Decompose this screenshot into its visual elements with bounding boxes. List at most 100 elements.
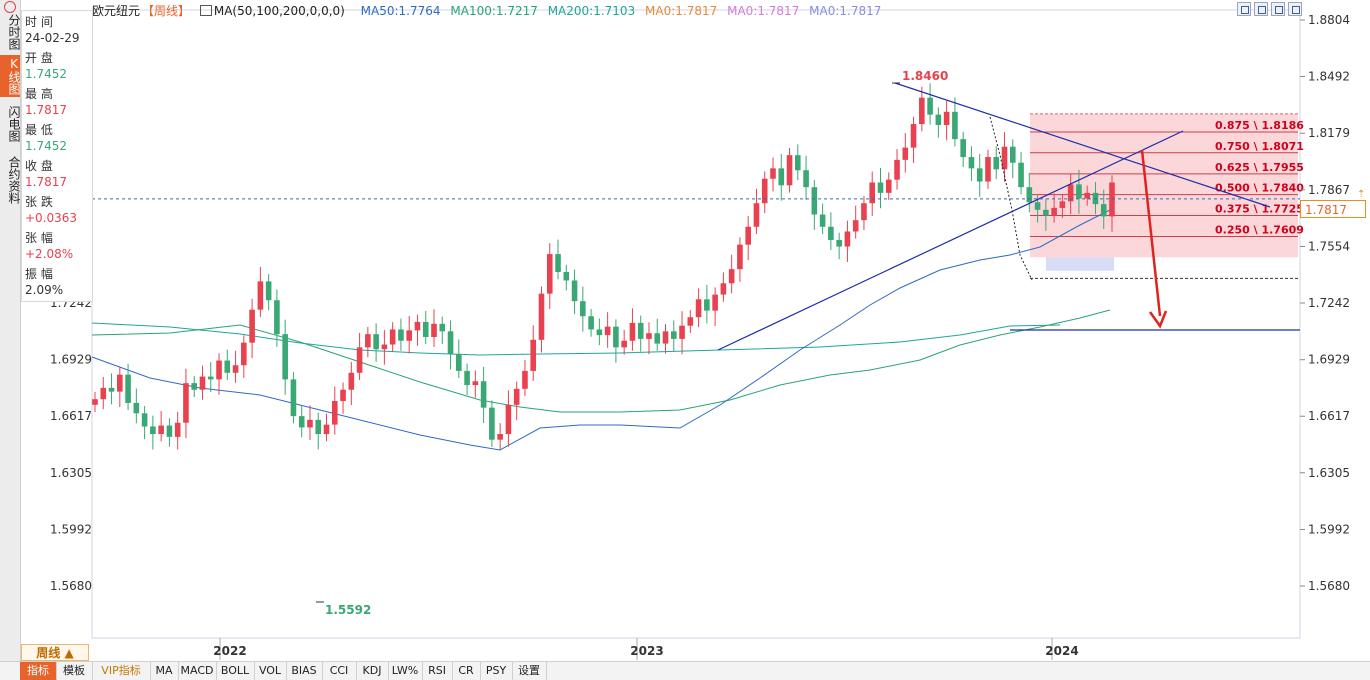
- time-axis-label: 2023: [630, 644, 663, 658]
- candle: [216, 353, 222, 395]
- ma0-value-b: MA0:1.7817: [727, 4, 800, 18]
- indicator-tab-12[interactable]: CR: [452, 662, 481, 680]
- indicator-tab-0[interactable]: 指标: [20, 662, 57, 680]
- candle: [1109, 175, 1115, 232]
- close-value: 1.7817: [25, 175, 67, 189]
- close-label: 收 盘: [25, 159, 53, 173]
- sidebar-tab-kline[interactable]: K线图: [0, 55, 21, 97]
- indicator-tab-7[interactable]: BIAS: [286, 662, 323, 680]
- period-tag: 【周线】: [142, 4, 191, 18]
- left-price-label: 1.5992: [50, 522, 92, 536]
- candle: [133, 388, 140, 424]
- price-tick-label: 1.8492: [1308, 70, 1350, 84]
- candle: [811, 179, 818, 230]
- kline-chart[interactable]: 0.875 \ 1.8186 0.750 \ 1.8071 0.625 \ 1.79…: [0, 0, 1370, 661]
- candle: [340, 382, 346, 414]
- high-label: 最 高: [25, 87, 53, 101]
- price-tick-label: 1.6929: [1308, 353, 1350, 367]
- candle: [174, 411, 181, 450]
- ohlc-info-panel: 时 间 24-02-29 开 盘 1.7452 最 高 1.7817 最 低 1…: [21, 10, 93, 302]
- price-tick-label: 1.7554: [1308, 239, 1350, 253]
- price-tick-label: 1.5992: [1308, 522, 1350, 536]
- period-selector[interactable]: 周线 ▲: [21, 644, 89, 661]
- ma50-line: [91, 209, 1111, 451]
- left-price-label: 1.5680: [50, 579, 92, 593]
- candle: [770, 157, 776, 192]
- candle: [869, 171, 876, 216]
- candle: [786, 147, 793, 193]
- indicator-tab-4[interactable]: MACD: [178, 662, 217, 680]
- indicator-tab-2[interactable]: VIP指标: [92, 662, 151, 680]
- candle: [580, 286, 586, 332]
- candle: [158, 411, 164, 442]
- candle: [282, 319, 288, 395]
- indicator-tab-1[interactable]: 模板: [56, 662, 93, 680]
- candle: [588, 309, 594, 337]
- amplitude-value: 2.09%: [25, 283, 64, 297]
- indicator-tab-6[interactable]: VOL: [254, 662, 287, 680]
- fib-level-label: 0.500 \ 1.7840: [1215, 182, 1304, 195]
- candle: [522, 360, 528, 397]
- indicator-tab-14[interactable]: 设置: [512, 662, 547, 680]
- sidebar-tab-contract[interactable]: 合约资料: [7, 156, 21, 204]
- candle: [422, 311, 429, 345]
- candle: [778, 153, 785, 201]
- candle: [150, 415, 156, 450]
- sidebar-top-icon[interactable]: [4, 1, 16, 13]
- candle: [613, 319, 619, 363]
- candle: [546, 243, 553, 310]
- left-price-label: 1.6929: [50, 353, 92, 367]
- crosshair-icon[interactable]: [1237, 2, 1251, 16]
- candle: [753, 188, 760, 235]
- indicator-tab-11[interactable]: RSI: [422, 662, 453, 680]
- moving-averages: [91, 209, 1111, 451]
- draw-icon[interactable]: [1271, 2, 1285, 16]
- left-price-label: 1.6617: [50, 409, 92, 423]
- price-tick-label: 1.6305: [1308, 466, 1350, 480]
- time-axis-label: 2022: [213, 644, 246, 658]
- indicator-tab-13[interactable]: PSY: [480, 662, 513, 680]
- fibonacci-zone: 0.875 \ 1.8186 0.750 \ 1.8071 0.625 \ 1.79…: [1030, 113, 1304, 279]
- candle: [1009, 139, 1016, 179]
- candle: [637, 315, 644, 352]
- candle: [563, 264, 570, 291]
- plot-frame: [91, 9, 1301, 639]
- ma200-line: [91, 322, 1061, 356]
- candle: [629, 308, 636, 351]
- indicator-tab-3[interactable]: MA: [150, 662, 179, 680]
- indicator-tab-8[interactable]: CCI: [322, 662, 357, 680]
- candle: [331, 386, 338, 435]
- ma200-value: MA200:1.7103: [547, 4, 636, 18]
- candle: [844, 220, 851, 262]
- fib-level-label: 0.625 \ 1.7955: [1215, 161, 1304, 174]
- sidebar-tab-timeshare[interactable]: 分时图: [7, 14, 21, 50]
- indicator-bar: 指标 模板 VIP指标 MA MACD BOLL VOL BIAS CCI KDJ LW% RSI CR…: [0, 661, 1370, 680]
- candle: [894, 148, 900, 190]
- zoom-icon[interactable]: [1254, 2, 1268, 16]
- candle: [1076, 169, 1082, 214]
- ma-params[interactable]: MA(50,100,200,0,0,0): [199, 4, 351, 18]
- candle: [480, 366, 487, 424]
- price-tick-label: 1.8179: [1308, 126, 1350, 140]
- candle: [456, 339, 462, 379]
- candle: [720, 272, 727, 302]
- candle: [290, 372, 297, 424]
- candle: [348, 361, 355, 406]
- candle: [224, 349, 231, 381]
- candle: [993, 146, 1000, 180]
- candle: [365, 326, 371, 358]
- candle: [100, 376, 107, 410]
- price-alert-icon: ⇡: [1357, 189, 1365, 200]
- change-value: +0.0363: [25, 211, 78, 225]
- high-price-label: 1.8460: [902, 69, 948, 83]
- indicator-tab-5[interactable]: BOLL: [216, 662, 255, 680]
- candle: [621, 329, 627, 355]
- candle: [919, 86, 925, 132]
- indicator-tab-10[interactable]: LW%: [388, 662, 423, 680]
- candle: [828, 212, 834, 250]
- price-tick-label: 1.6617: [1308, 409, 1350, 423]
- descending-trendline: [894, 82, 1271, 208]
- indicator-tab-9[interactable]: KDJ: [356, 662, 389, 680]
- sidebar-tab-flash[interactable]: 闪电图: [7, 106, 21, 142]
- fullscreen-icon[interactable]: [1288, 2, 1302, 16]
